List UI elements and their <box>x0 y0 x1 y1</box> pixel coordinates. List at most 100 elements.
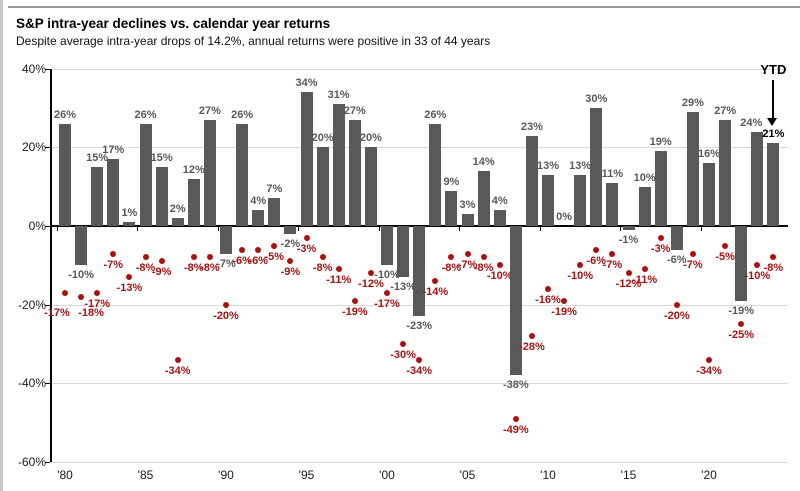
bar-1999 <box>364 147 377 226</box>
bar-1998 <box>348 119 361 226</box>
dot-label-1995: -3% <box>296 242 317 255</box>
dot-1990 <box>223 301 229 308</box>
top-divider <box>8 6 800 8</box>
y-axis-tick <box>45 461 50 463</box>
x-axis-tick <box>298 227 300 231</box>
dot-label-1988: -8% <box>184 262 204 275</box>
dot-label-2010: -16% <box>535 293 561 306</box>
x-axis-tick <box>217 227 219 231</box>
y-axis-tick <box>45 226 50 227</box>
bar-label-2002: -23% <box>406 320 433 333</box>
bar-label-1997: 31% <box>327 89 350 102</box>
dot-label-2008: -49% <box>502 423 529 436</box>
bar-label-2015: -1% <box>618 233 639 246</box>
y-axis-tick <box>45 383 50 385</box>
dot-label-2017: -3% <box>650 242 671 255</box>
y-axis-tick <box>45 68 50 70</box>
bar-2012 <box>574 174 587 226</box>
dot-2024 <box>770 254 777 261</box>
dot-2015 <box>625 270 632 277</box>
chart-title: S&P intra-year declines vs. calendar yea… <box>16 16 331 31</box>
bar-1990 <box>220 226 232 254</box>
dot-label-2020: -34% <box>696 364 722 377</box>
dot-label-2007: -10% <box>486 270 513 283</box>
ytd-arrow-icon <box>772 80 774 118</box>
x-axis-tick <box>56 227 58 231</box>
dot-2021 <box>722 242 729 249</box>
y-axis-tick <box>45 147 50 149</box>
bar-1980 <box>59 123 71 226</box>
dot-1981 <box>78 293 85 300</box>
dot-2023 <box>754 262 761 269</box>
x-axis-tick <box>378 227 380 231</box>
dot-label-2014: -7% <box>602 258 623 271</box>
dot-1987 <box>174 356 181 363</box>
dot-1997 <box>335 266 342 273</box>
bar-label-2014: 11% <box>601 167 624 180</box>
bar-label-1989: 27% <box>198 104 221 117</box>
dot-1984 <box>126 274 133 281</box>
dot-label-2015: -12% <box>615 278 642 291</box>
gridline-20 <box>51 147 788 149</box>
x-axis-label: '20 <box>701 468 717 482</box>
dot-label-1984: -13% <box>116 282 143 295</box>
bar-label-2016: 10% <box>633 171 656 184</box>
dot-2006 <box>480 254 487 261</box>
bar-label-2007: 4% <box>491 195 508 208</box>
y-axis-label: 0% <box>28 219 46 233</box>
bar-2003 <box>429 123 442 226</box>
dot-label-1999: -12% <box>358 278 384 291</box>
dot-label-2024: -8% <box>763 262 784 275</box>
dot-label-2023: -10% <box>744 270 771 283</box>
gridline--60 <box>51 461 788 463</box>
dot-label-1990: -20% <box>213 309 239 322</box>
bar-1989 <box>203 119 216 226</box>
bar-1997 <box>332 104 345 226</box>
left-edge-border <box>0 0 3 491</box>
bar-label-1999: 20% <box>359 132 382 145</box>
bar-label-1983: 17% <box>102 144 125 157</box>
bar-2015 <box>622 226 635 230</box>
bar-label-2020: 16% <box>697 148 721 161</box>
dot-label-1987: -34% <box>164 364 191 377</box>
x-axis-tick <box>137 227 139 231</box>
bar-label-1980: 26% <box>53 108 77 121</box>
dot-label-1993: -5% <box>264 250 285 263</box>
dot-2016 <box>641 266 648 273</box>
dot-label-2012: -10% <box>567 270 594 283</box>
x-axis-tick <box>459 227 461 231</box>
ytd-arrowhead-icon <box>767 118 778 126</box>
y-axis-label: -60% <box>17 454 46 469</box>
y-axis-tick <box>45 304 50 306</box>
bar-label-1990: -7% <box>216 257 236 270</box>
x-axis-label: '95 <box>298 468 315 482</box>
x-axis-label: '10 <box>540 468 556 482</box>
bar-1987 <box>171 218 184 226</box>
dot-label-2005: -7% <box>457 258 478 271</box>
bar-1983 <box>107 159 120 226</box>
dot-2007 <box>496 262 503 269</box>
dot-2014 <box>609 250 616 257</box>
dot-label-2000: -17% <box>374 297 400 310</box>
dot-label-2003: -14% <box>422 286 449 299</box>
bar-2023 <box>751 131 764 226</box>
dot-1986 <box>158 258 165 265</box>
bar-label-2000: -10% <box>374 269 400 282</box>
y-axis-label: -40% <box>17 376 46 391</box>
dot-1993 <box>271 242 278 249</box>
dot-2003 <box>432 278 439 285</box>
dot-2019 <box>689 250 696 257</box>
bar-1982 <box>91 167 104 226</box>
bar-2004 <box>445 190 458 226</box>
bar-1985 <box>139 123 152 226</box>
chart-subtitle: Despite average intra-year drops of 14.2… <box>16 34 491 48</box>
bar-2024 <box>767 143 780 226</box>
x-axis-tick <box>700 227 702 231</box>
dot-label-2011: -19% <box>551 305 577 318</box>
bar-2000 <box>381 226 393 266</box>
x-axis-label: '15 <box>620 468 637 482</box>
bar-2020 <box>703 163 715 226</box>
bar-label-1993: 7% <box>266 183 283 196</box>
bar-2019 <box>686 112 699 226</box>
